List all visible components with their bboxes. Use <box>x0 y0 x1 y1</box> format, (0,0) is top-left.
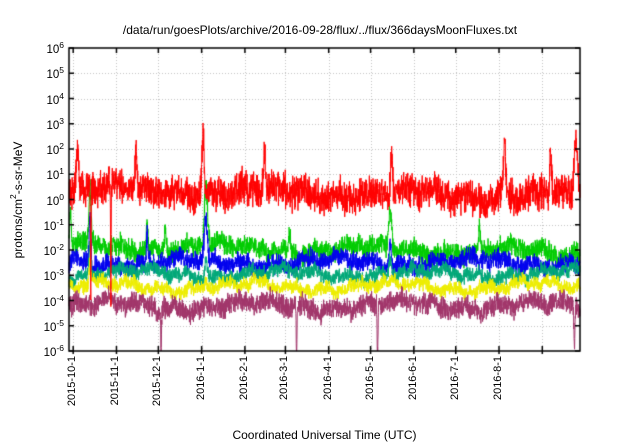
x-tick-label: 2016-3-1 <box>278 356 291 401</box>
x-tick-label: 2016-2-1 <box>237 356 250 401</box>
y-tick-label: 106 <box>46 40 64 56</box>
x-axis-label: Coordinated Universal Time (UTC) <box>232 428 417 442</box>
x-tick-label: 2016-7-1 <box>448 356 461 401</box>
x-tick-label: 2016-4-1 <box>321 356 334 401</box>
y-tick-label: 101 <box>46 166 64 183</box>
x-tick-label: 2016-6-1 <box>406 356 419 401</box>
y-tick-label: 10-6 <box>43 343 64 359</box>
y-tick-label: 10-1 <box>43 216 64 233</box>
y-tick-label: 10-2 <box>43 242 64 258</box>
y-tick-label: 100 <box>46 191 64 208</box>
y-tick-label: 105 <box>46 65 64 82</box>
x-tick-label: 2016-8-1 <box>492 356 505 401</box>
x-tick-label: 2015-10-1 <box>66 356 79 407</box>
y-tick-label: 10-4 <box>43 292 64 309</box>
x-tick-label: 2015-11-1 <box>109 356 122 406</box>
chart-title: /data/run/goesPlots/archive/2016-09-28/f… <box>122 23 518 37</box>
y-tick-label: 104 <box>46 90 64 107</box>
y-tick-label: 103 <box>46 115 64 132</box>
x-tick-label: 2016-5-1 <box>363 356 376 401</box>
y-tick-label: 10-3 <box>43 267 64 284</box>
x-tick-label: 2016-1-1 <box>194 356 207 401</box>
x-tick-label: 2015-12-1 <box>151 356 164 407</box>
y-tick-label: 10-5 <box>43 317 64 334</box>
y-tick-label: 102 <box>46 141 64 157</box>
